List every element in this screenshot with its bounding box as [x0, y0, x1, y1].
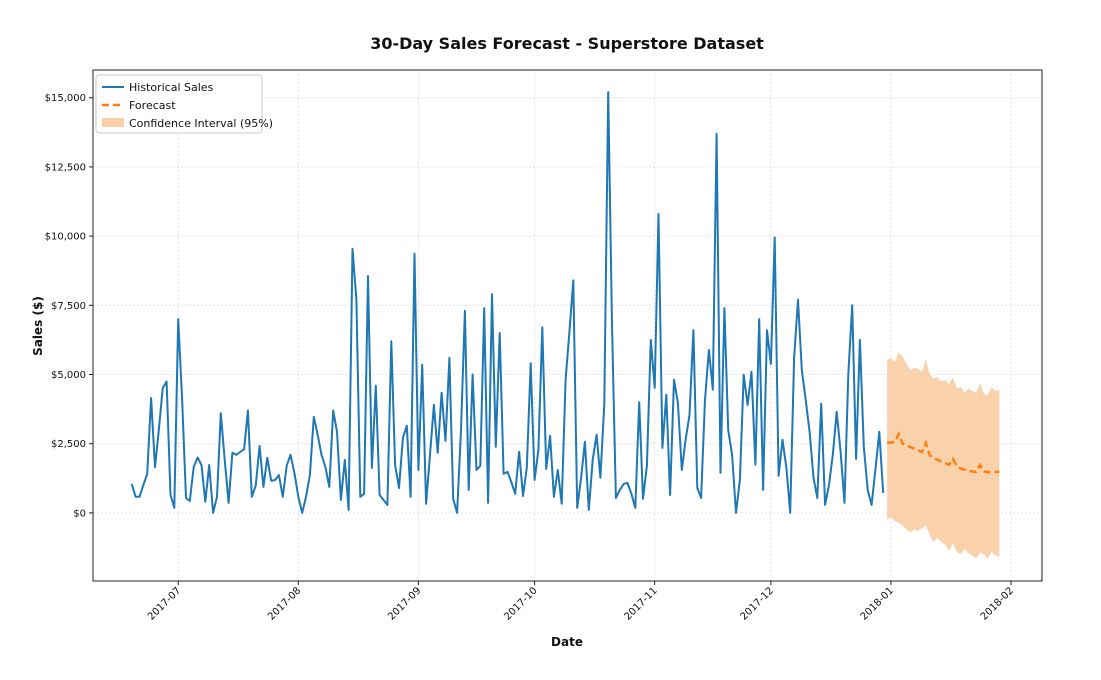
legend-confidence-swatch	[102, 118, 124, 127]
x-tick-label: 2017-12	[739, 585, 776, 622]
legend-historical-label: Historical Sales	[129, 81, 214, 94]
confidence-interval-band	[887, 352, 999, 558]
y-tick-label: $7,500	[51, 301, 86, 312]
y-axis: $0 $2,500 $5,000 $7,500 $10,000 $12,500 $15,00…	[45, 93, 93, 519]
x-tick-label: 2018-02	[979, 585, 1016, 622]
legend-confidence-label: Confidence Interval (95%)	[129, 117, 273, 130]
x-tick-label: 2018-01	[859, 585, 896, 622]
series-layer	[132, 92, 1000, 513]
confidence-band-layer	[887, 352, 999, 558]
y-tick-label: $10,000	[45, 232, 86, 243]
y-tick-label: $2,500	[51, 439, 86, 450]
y-tick-label: $0	[73, 508, 86, 519]
x-axis-label: Date	[551, 635, 583, 649]
y-tick-label: $5,000	[51, 370, 86, 381]
legend: Historical Sales Forecast Confidence Int…	[96, 75, 273, 133]
legend-forecast-label: Forecast	[129, 99, 176, 112]
chart-title: 30-Day Sales Forecast - Superstore Datas…	[370, 34, 764, 53]
y-tick-label: $12,500	[45, 162, 86, 173]
x-tick-label: 2017-11	[622, 585, 659, 622]
x-tick-label: 2017-08	[266, 585, 303, 622]
y-tick-label: $15,000	[45, 93, 86, 104]
x-tick-label: 2017-09	[386, 585, 423, 622]
x-tick-label: 2017-07	[146, 585, 183, 622]
x-axis: 2017-07 2017-08 2017-09 2017-10 2017-11 2017-…	[146, 581, 1016, 623]
y-axis-label: Sales ($)	[31, 296, 45, 356]
x-tick-label: 2017-10	[502, 585, 539, 622]
